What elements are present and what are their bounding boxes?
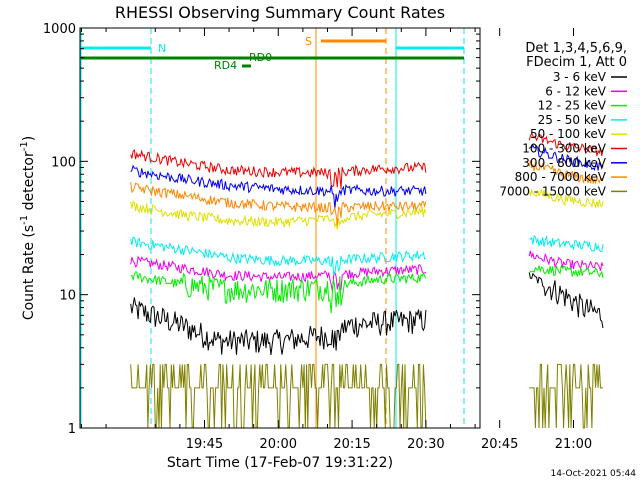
series-800-7000keV-trace [130,160,604,226]
series-segment [130,255,427,292]
series-segment [130,200,427,230]
legend-entry-label: 25 - 50 keV [538,113,607,127]
axis-layer: 1 10 100 1000 19:45 20:00 20:15 20:30 20:45 21:00 [43,22,592,452]
series-12-25keV-trace [130,264,604,314]
legend-entry-label: 12 - 25 keV [538,99,607,113]
x-axis-label: Start Time (17-Feb-07 19:31:22) [167,455,393,471]
y-tick-label: 1 [68,422,76,437]
series-segment [528,264,604,279]
series-segment [130,271,427,314]
series-50-100keV-trace [130,188,604,230]
legend-entry-label: 800 - 7000 keV [515,170,607,184]
series-segment [528,160,604,185]
series-segment [528,234,604,253]
legend-header-line-2: FDecim 1, Att 0 [526,55,627,70]
series-segment [528,272,604,329]
x-tick-label: 20:00 [260,437,297,452]
series-segment [130,236,427,276]
series-segment [528,143,604,172]
series-segment [528,250,604,271]
x-tick-label: 20:45 [481,437,518,452]
legend-entry-label: 50 - 100 keV [530,127,607,141]
timestamp: 14-Oct-2021 05:44 [551,469,637,479]
y-axis-label: Count Rate (s-1 detector-1) [19,136,37,320]
legend-header-line-1: Det 1,3,4,5,6,9, [525,41,627,56]
y-tick-label: 10 [59,289,76,304]
y-tick-label: 100 [51,155,76,170]
series-segment [130,148,427,189]
legend-entry-label: 300 - 800 keV [522,156,606,170]
legend-entry-label: 7000 - 15000 keV [499,184,606,198]
series-segment [528,131,604,157]
series-100-300keV-trace [130,131,604,189]
night-flag-label: N [158,42,166,55]
y-tick-label: 1000 [43,22,76,37]
series-3-6keV-trace [130,272,604,356]
rd4-flag-label: RD4 [214,59,237,72]
rd0-flag-label: RD0 [249,51,272,64]
x-tick-label: 21:00 [555,437,592,452]
plot-frame [79,27,481,429]
series-segment [529,363,603,429]
series-300-800keV-trace [130,143,604,210]
series-25-50keV-trace [130,234,604,276]
legend: Det 1,3,4,5,6,9, FDecim 1, Att 0 3 - 6 k… [499,41,627,198]
series-segment [130,182,427,226]
legend-entry-label: 3 - 6 keV [553,70,607,84]
x-tick-label: 20:30 [407,437,444,452]
saa-flag-label: S [305,35,312,48]
x-tick-label: 20:15 [333,437,370,452]
chart-title: RHESSI Observing Summary Count Rates [115,3,445,22]
series-segment [130,164,427,210]
series-6-12keV-trace [130,250,604,292]
series-segment [130,297,427,356]
series-segment [528,188,604,209]
legend-entry-label: 100 - 300 keV [522,142,606,156]
legend-entry-label: 6 - 12 keV [545,84,607,98]
x-tick-label: 19:45 [186,437,223,452]
